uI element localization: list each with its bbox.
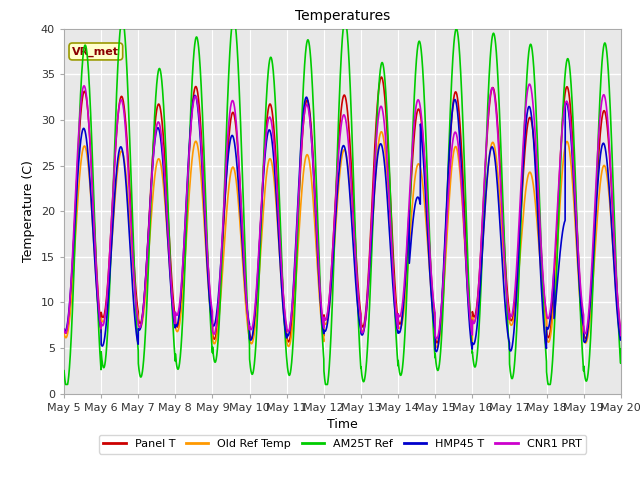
CNR1 PRT bbox=[294, 207, 301, 213]
AM25T Ref bbox=[617, 346, 625, 352]
HMP45 T bbox=[325, 311, 333, 316]
AM25T Ref bbox=[62, 382, 70, 387]
CNR1 PRT bbox=[433, 336, 440, 341]
Panel T bbox=[298, 134, 306, 140]
CNR1 PRT bbox=[324, 302, 332, 308]
CNR1 PRT bbox=[572, 214, 580, 219]
Old Ref Temp bbox=[433, 345, 441, 350]
Line: HMP45 T: HMP45 T bbox=[64, 96, 621, 352]
HMP45 T bbox=[433, 349, 440, 355]
Line: Panel T: Panel T bbox=[64, 77, 621, 343]
Old Ref Temp bbox=[572, 239, 580, 244]
Panel T bbox=[294, 217, 301, 223]
HMP45 T bbox=[600, 141, 608, 146]
HMP45 T bbox=[60, 326, 68, 332]
Old Ref Temp bbox=[324, 312, 332, 317]
Panel T bbox=[600, 108, 608, 114]
Title: Temperatures: Temperatures bbox=[295, 10, 390, 24]
CNR1 PRT bbox=[600, 92, 608, 98]
AM25T Ref bbox=[325, 370, 333, 375]
CNR1 PRT bbox=[617, 333, 625, 338]
Old Ref Temp bbox=[298, 181, 306, 187]
Line: AM25T Ref: AM25T Ref bbox=[64, 18, 621, 384]
Panel T bbox=[433, 340, 441, 346]
Panel T bbox=[324, 304, 332, 310]
CNR1 PRT bbox=[298, 132, 306, 137]
X-axis label: Time: Time bbox=[327, 418, 358, 431]
HMP45 T bbox=[191, 93, 199, 98]
Old Ref Temp bbox=[378, 129, 385, 135]
Old Ref Temp bbox=[617, 336, 625, 342]
HMP45 T bbox=[465, 311, 472, 317]
Legend: Panel T, Old Ref Temp, AM25T Ref, HMP45 T, CNR1 PRT: Panel T, Old Ref Temp, AM25T Ref, HMP45 … bbox=[99, 435, 586, 454]
AM25T Ref bbox=[230, 15, 237, 21]
Panel T bbox=[465, 291, 472, 297]
Old Ref Temp bbox=[600, 163, 608, 168]
Panel T bbox=[572, 209, 580, 215]
AM25T Ref bbox=[572, 199, 580, 205]
CNR1 PRT bbox=[525, 81, 533, 87]
Old Ref Temp bbox=[465, 305, 472, 311]
HMP45 T bbox=[299, 119, 307, 125]
Y-axis label: Temperature (C): Temperature (C) bbox=[22, 160, 35, 262]
HMP45 T bbox=[617, 329, 625, 335]
HMP45 T bbox=[294, 195, 302, 201]
Panel T bbox=[378, 74, 385, 80]
CNR1 PRT bbox=[60, 326, 68, 332]
AM25T Ref bbox=[465, 283, 472, 288]
Panel T bbox=[60, 324, 68, 330]
HMP45 T bbox=[572, 227, 580, 233]
AM25T Ref bbox=[294, 216, 302, 222]
Old Ref Temp bbox=[294, 247, 301, 252]
CNR1 PRT bbox=[465, 299, 472, 304]
Line: Old Ref Temp: Old Ref Temp bbox=[64, 132, 621, 348]
AM25T Ref bbox=[600, 42, 608, 48]
AM25T Ref bbox=[60, 368, 68, 373]
Panel T bbox=[617, 330, 625, 336]
Text: VR_met: VR_met bbox=[72, 47, 119, 57]
AM25T Ref bbox=[299, 98, 307, 104]
Old Ref Temp bbox=[60, 330, 68, 336]
Line: CNR1 PRT: CNR1 PRT bbox=[64, 84, 621, 338]
